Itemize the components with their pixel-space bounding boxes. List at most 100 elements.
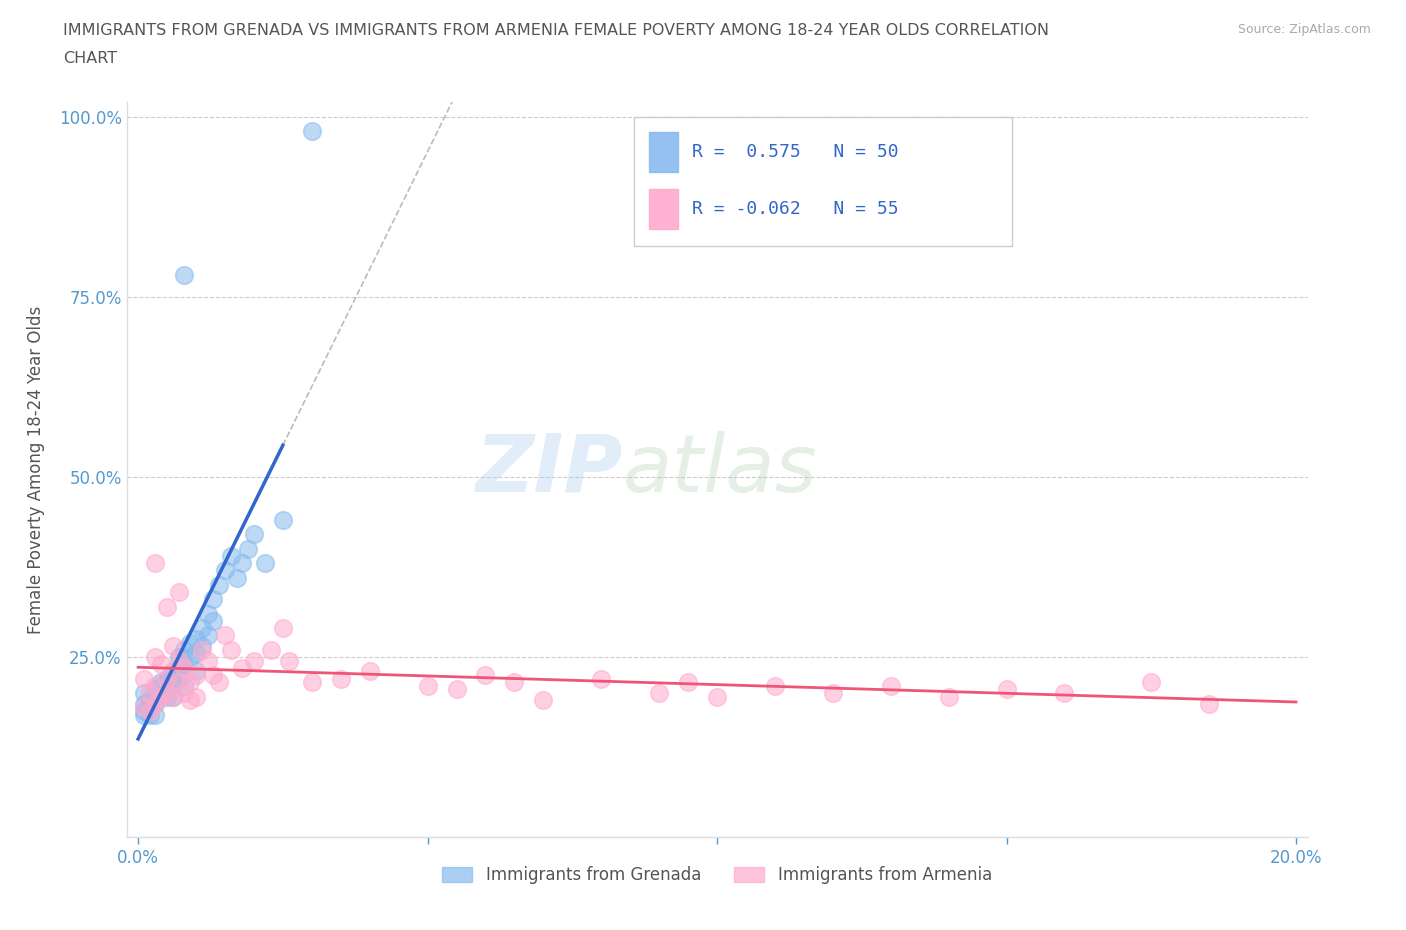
Bar: [648, 132, 678, 172]
Text: R =  0.575   N = 50: R = 0.575 N = 50: [692, 143, 898, 161]
Point: [231, 556, 253, 571]
Point: [197, 628, 219, 643]
Point: [173, 268, 195, 283]
Point: [167, 671, 190, 686]
Point: [173, 660, 195, 675]
Point: [167, 649, 190, 664]
Point: [260, 643, 283, 658]
Point: [191, 643, 214, 658]
Point: [145, 707, 167, 722]
Y-axis label: Female Poverty Among 18-24 Year Olds: Female Poverty Among 18-24 Year Olds: [27, 306, 45, 633]
Point: [167, 674, 190, 689]
Point: [202, 668, 225, 683]
Point: [763, 678, 786, 693]
Point: [821, 685, 844, 700]
Point: [271, 512, 294, 527]
Point: [446, 682, 468, 697]
Point: [156, 689, 179, 704]
Point: [138, 700, 160, 715]
Point: [184, 631, 207, 646]
Point: [184, 689, 207, 704]
Point: [225, 570, 247, 585]
Point: [191, 620, 214, 635]
Point: [162, 674, 184, 689]
Point: [173, 678, 195, 693]
Point: [138, 707, 160, 722]
Point: [145, 697, 167, 711]
Point: [132, 707, 155, 722]
Point: [359, 664, 381, 679]
Point: [156, 599, 179, 614]
Point: [150, 657, 173, 671]
Point: [145, 682, 167, 697]
Point: [162, 639, 184, 654]
Point: [706, 689, 728, 704]
Point: [150, 678, 173, 693]
Point: [938, 689, 960, 704]
Point: [167, 653, 190, 668]
Point: [184, 646, 207, 661]
Point: [145, 689, 167, 704]
Point: [173, 657, 195, 671]
Point: [156, 674, 179, 689]
Point: [880, 678, 903, 693]
Point: [184, 668, 207, 683]
Point: [145, 697, 167, 711]
Point: [191, 639, 214, 654]
Point: [648, 685, 671, 700]
Point: [208, 674, 231, 689]
Text: Source: ZipAtlas.com: Source: ZipAtlas.com: [1237, 23, 1371, 36]
Point: [995, 682, 1018, 697]
Point: [591, 671, 613, 686]
Text: IMMIGRANTS FROM GRENADA VS IMMIGRANTS FROM ARMENIA FEMALE POVERTY AMONG 18-24 YE: IMMIGRANTS FROM GRENADA VS IMMIGRANTS FR…: [63, 23, 1049, 38]
Point: [138, 685, 160, 700]
Point: [1198, 697, 1220, 711]
Point: [150, 674, 173, 689]
Point: [162, 664, 184, 679]
Point: [145, 556, 167, 571]
Point: [138, 703, 160, 718]
Point: [1053, 685, 1076, 700]
Text: ZIP: ZIP: [475, 431, 623, 509]
Point: [208, 578, 231, 592]
Point: [150, 685, 173, 700]
Point: [474, 668, 496, 683]
Point: [531, 693, 554, 708]
Legend: Immigrants from Grenada, Immigrants from Armenia: Immigrants from Grenada, Immigrants from…: [436, 859, 998, 891]
Point: [301, 674, 323, 689]
Point: [503, 674, 526, 689]
Point: [167, 660, 190, 675]
Point: [132, 700, 155, 715]
Point: [179, 649, 201, 664]
Point: [156, 671, 179, 686]
Point: [254, 556, 277, 571]
Point: [301, 124, 323, 139]
Point: [231, 660, 253, 675]
Point: [202, 591, 225, 606]
Point: [145, 649, 167, 664]
Point: [416, 678, 439, 693]
Point: [1140, 674, 1163, 689]
Text: CHART: CHART: [63, 51, 117, 66]
Point: [167, 585, 190, 600]
Bar: [648, 189, 678, 229]
Point: [173, 643, 195, 658]
Point: [197, 606, 219, 621]
Point: [214, 628, 236, 643]
Point: [179, 693, 201, 708]
Point: [676, 674, 699, 689]
FancyBboxPatch shape: [634, 117, 1012, 246]
Point: [132, 697, 155, 711]
Point: [277, 653, 299, 668]
Point: [156, 671, 179, 686]
Point: [243, 527, 266, 542]
Point: [132, 703, 155, 718]
Point: [162, 689, 184, 704]
Point: [173, 685, 195, 700]
Point: [162, 689, 184, 704]
Point: [179, 674, 201, 689]
Point: [219, 549, 242, 564]
Point: [202, 614, 225, 629]
Point: [184, 664, 207, 679]
Point: [162, 668, 184, 683]
